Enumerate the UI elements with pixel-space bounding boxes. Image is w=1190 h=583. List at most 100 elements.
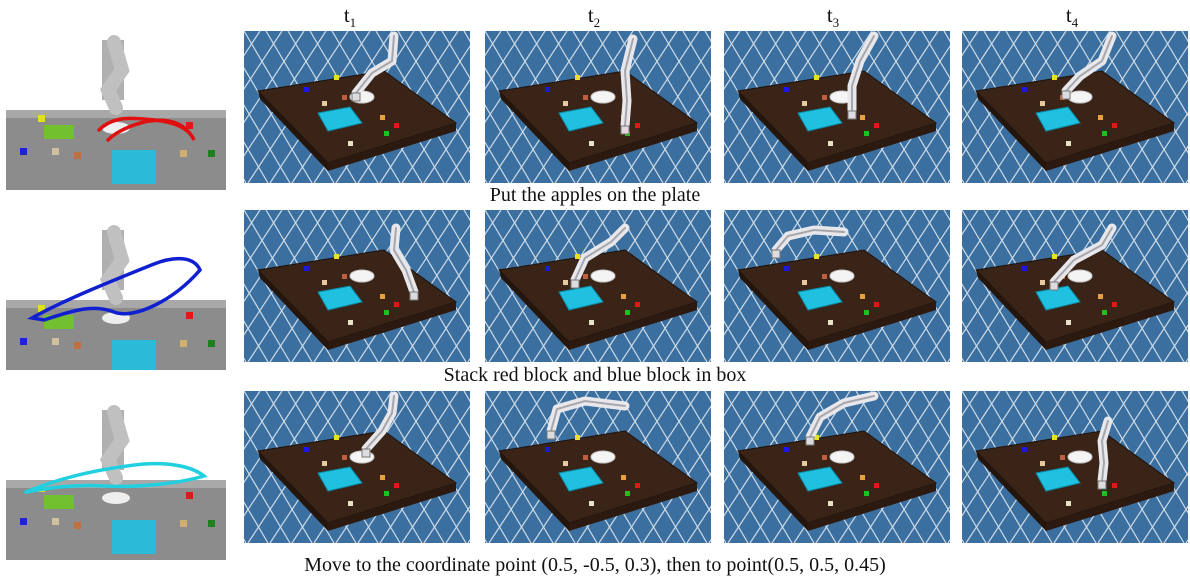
header-t4: t4 [1065,3,1079,31]
can [822,455,827,460]
can [1060,455,1065,460]
green-block [1102,491,1107,496]
burger [1098,115,1103,120]
plate [829,269,855,283]
yellow-block [814,254,819,259]
bread [322,101,327,106]
cube [348,320,353,325]
table-front [569,123,697,171]
cyan-box [1035,466,1081,492]
can [583,95,588,100]
table-front [328,302,456,350]
red-apple [635,302,640,307]
table-front [1046,483,1174,531]
yellow-block [575,254,580,259]
pointcloud-box [112,520,156,554]
table-front [328,483,456,531]
scene-r3-t4 [962,391,1188,543]
green-block [864,131,869,136]
pointcloud-object [74,152,81,159]
green-block [625,310,630,315]
robot-arm-shade [365,395,395,450]
blue-block [1022,266,1027,271]
pointcloud-object [38,305,45,312]
cyan-box [317,466,363,492]
table-front [569,302,697,350]
yellow-block [814,435,819,440]
pointcloud-plate [102,492,130,504]
green-block [864,310,869,315]
plate [590,450,616,464]
table-front [328,123,456,171]
bread [1040,280,1045,285]
pointcloud-object [74,522,81,529]
blue-block [784,87,789,92]
table-front [1046,123,1174,171]
blue-block [545,266,550,271]
red-apple [874,483,879,488]
green-block [384,310,389,315]
yellow-block [575,75,580,80]
burger [860,294,865,299]
header-t2: t2 [587,3,601,31]
scene-r2-t2 [485,210,711,362]
pointcloud-object [186,122,193,129]
plate [1067,90,1093,104]
pointcloud-box [112,340,156,374]
caption-row-3: Move to the coordinate point (0.5, -0.5,… [304,554,886,576]
table-side [738,91,808,171]
scene-r2-t1 [244,210,470,362]
yellow-block [334,254,339,259]
caption-row-1: Put the apples on the plate [489,184,701,206]
burger [621,475,626,480]
table-side [258,451,328,531]
pointcloud-object [208,340,215,347]
plate [1067,269,1093,283]
cube [828,501,833,506]
can [342,95,347,100]
gripper [361,448,371,458]
cyan-box [558,466,604,492]
pointcloud-object [180,150,187,157]
yellow-block [575,435,580,440]
can [342,274,347,279]
gripper [409,291,419,301]
bread [1040,461,1045,466]
plate [1067,450,1093,464]
pointcloud-row-3 [4,370,230,562]
yellow-block [334,435,339,440]
cube [828,320,833,325]
trajectory-line [97,116,196,142]
cyan-box [797,466,843,492]
can [583,455,588,460]
green-block [625,491,630,496]
table-side [976,270,1046,350]
robot-arm-shade [355,35,395,94]
can [822,95,827,100]
gripper [1061,90,1071,100]
scene-r1-t1 [244,31,470,183]
red-apple [874,302,879,307]
cube [348,501,353,506]
robot-arm-shade [623,38,634,127]
green-block [1102,310,1107,315]
pointcloud-object [208,150,215,157]
bread [802,280,807,285]
robot-arm-shade [550,399,626,432]
gripper [771,249,781,259]
red-apple [1112,123,1117,128]
red-apple [874,123,879,128]
pointcloud-object [20,518,27,525]
bread [563,461,568,466]
gripper [546,430,556,440]
table-side [258,270,328,350]
cube [589,320,594,325]
cube [1066,501,1071,506]
cube [1066,141,1071,146]
bread [802,101,807,106]
scene-r2-t3 [724,210,950,362]
plate [590,90,616,104]
header-t1: t1 [343,3,357,31]
burger [860,115,865,120]
scene-r1-t3 [724,31,950,183]
